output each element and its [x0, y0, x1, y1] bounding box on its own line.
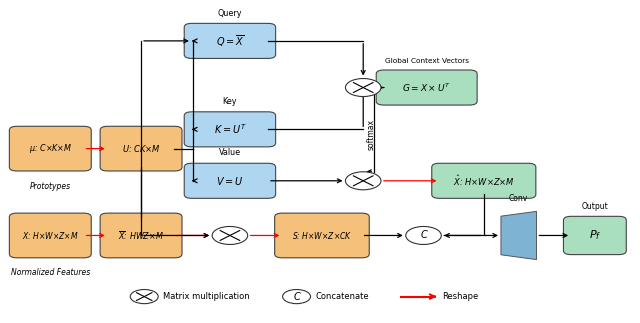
Text: $K=U^T$: $K=U^T$ [214, 122, 246, 136]
Text: X: H$\times$W$\times$Z$\times$M: X: H$\times$W$\times$Z$\times$M [22, 230, 79, 241]
Text: $P_f$: $P_f$ [589, 229, 601, 242]
Text: $\overline{X}$: HWZ$\times$M: $\overline{X}$: HWZ$\times$M [118, 229, 164, 242]
Text: $\hat{X}$: H$\times$W$\times$Z$\times$M: $\hat{X}$: H$\times$W$\times$Z$\times$M [453, 173, 515, 188]
Polygon shape [501, 211, 536, 260]
FancyBboxPatch shape [376, 70, 477, 105]
Text: S: H$\times$W$\times$Z$\times$CK: S: H$\times$W$\times$Z$\times$CK [292, 230, 352, 241]
Text: Concatenate: Concatenate [316, 292, 369, 301]
FancyBboxPatch shape [563, 216, 627, 255]
FancyBboxPatch shape [100, 213, 182, 258]
Text: $G=X\times U^T$: $G=X\times U^T$ [403, 81, 451, 94]
Circle shape [283, 289, 310, 304]
Circle shape [346, 172, 381, 190]
Text: softmax: softmax [367, 119, 376, 150]
Text: Global Context Vectors: Global Context Vectors [385, 58, 468, 64]
Text: Normalized Features: Normalized Features [11, 268, 90, 277]
FancyBboxPatch shape [100, 126, 182, 171]
Circle shape [131, 289, 158, 304]
FancyBboxPatch shape [184, 163, 276, 198]
Text: Prototypes: Prototypes [29, 182, 71, 191]
Text: Output: Output [582, 202, 608, 211]
Text: Key: Key [223, 97, 237, 106]
Circle shape [212, 226, 248, 245]
Text: Conv: Conv [509, 194, 529, 203]
FancyBboxPatch shape [275, 213, 369, 258]
Text: Matrix multiplication: Matrix multiplication [163, 292, 250, 301]
Text: $V=U$: $V=U$ [216, 175, 244, 187]
FancyBboxPatch shape [10, 213, 92, 258]
FancyBboxPatch shape [10, 126, 92, 171]
Text: C: C [293, 292, 300, 302]
Circle shape [346, 78, 381, 97]
FancyBboxPatch shape [184, 23, 276, 58]
Circle shape [406, 226, 441, 245]
FancyBboxPatch shape [184, 112, 276, 147]
Text: U: CK$\times$M: U: CK$\times$M [122, 143, 161, 154]
Text: Value: Value [219, 149, 241, 158]
Text: C: C [420, 231, 427, 240]
Text: Query: Query [218, 9, 242, 17]
Text: Reshape: Reshape [442, 292, 479, 301]
FancyBboxPatch shape [432, 163, 536, 198]
Text: $\mu$: C$\times$K$\times$M: $\mu$: C$\times$K$\times$M [29, 142, 72, 155]
Text: $Q=\overline{X}$: $Q=\overline{X}$ [216, 33, 244, 48]
